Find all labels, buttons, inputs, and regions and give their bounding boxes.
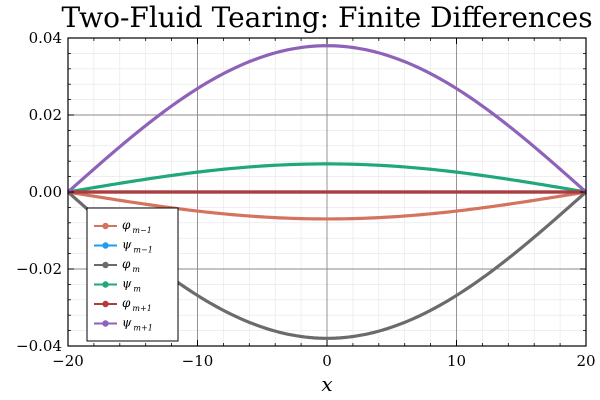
legend-box xyxy=(86,207,179,342)
x-tick-label: 0 xyxy=(322,352,332,370)
tick-labels: −20 −10 0 10 20 −0.04 −0.02 0.00 0.02 0.04 xyxy=(16,29,596,370)
series-line-5 xyxy=(66,44,588,194)
legend-label-0: φ m−1 xyxy=(122,218,152,235)
legend-marker-5 xyxy=(102,320,109,327)
y-tick-label: 0.00 xyxy=(29,183,62,201)
legend-marker-0 xyxy=(102,222,109,230)
legend-marker-4 xyxy=(102,300,109,308)
y-tick-label: 0.04 xyxy=(29,29,62,47)
y-tick-label: −0.02 xyxy=(16,260,62,278)
legend-label-4: φ m+1 xyxy=(122,296,152,313)
chart-title: Two-Fluid Tearing: Finite Differences xyxy=(61,1,592,34)
x-tick-label: 20 xyxy=(576,352,595,370)
legend-label-1: ψ m−1 xyxy=(122,238,153,255)
x-tick-label: −10 xyxy=(182,352,214,370)
legend-marker-3 xyxy=(102,281,109,288)
x-axis-label: x xyxy=(321,372,332,396)
x-tick-label: −20 xyxy=(52,352,84,370)
legend-label-5: ψ m+1 xyxy=(122,316,153,333)
y-tick-label: −0.04 xyxy=(16,337,62,355)
legend-marker-2 xyxy=(102,261,109,269)
axis-ticks xyxy=(67,37,587,347)
series-line-3 xyxy=(67,162,587,194)
legend-marker-1 xyxy=(102,242,109,249)
y-tick-label: 0.02 xyxy=(29,106,62,124)
series-line-0 xyxy=(67,190,587,221)
legend: φ m−1 ψ m−1 φ m ψ m φ m+1 ψ m+1 xyxy=(86,207,179,342)
x-tick-label: 10 xyxy=(447,352,466,370)
